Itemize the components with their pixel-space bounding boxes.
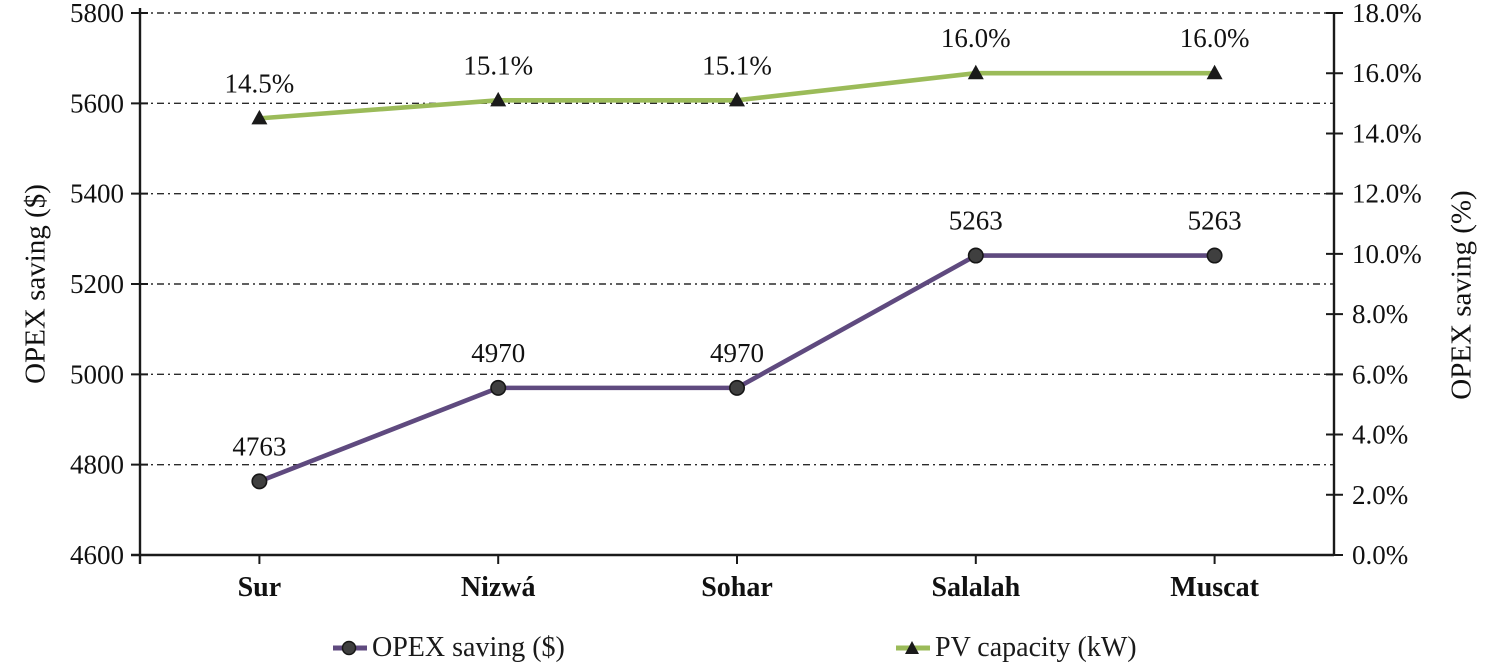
circle-marker-icon bbox=[490, 379, 507, 396]
left-axis-tick-label: 5200 bbox=[70, 269, 124, 299]
legend-item-pv-capacity: PV capacity (kW) bbox=[895, 632, 1137, 663]
right-axis-tick-label: 8.0% bbox=[1352, 299, 1408, 329]
left-axis-tick-label: 5400 bbox=[70, 179, 124, 209]
data-label: 15.1% bbox=[702, 50, 772, 80]
triangle-marker-icon bbox=[251, 109, 268, 125]
right-axis-tick-label: 16.0% bbox=[1352, 58, 1422, 88]
data-label: 15.1% bbox=[463, 50, 533, 80]
series-line bbox=[258, 253, 1215, 484]
legend-item-opex-saving: OPEX saving ($) bbox=[332, 632, 565, 663]
data-label: 14.5% bbox=[225, 68, 295, 98]
right-axis-tick-label: 0.0% bbox=[1352, 540, 1408, 570]
category-label: Sohar bbox=[701, 572, 773, 603]
right-axis-tick-label: 18.0% bbox=[1352, 0, 1422, 28]
right-axis-tick-label: 14.0% bbox=[1352, 118, 1422, 148]
category-label: Muscat bbox=[1170, 572, 1259, 603]
triangle-marker-icon bbox=[490, 91, 507, 107]
right-axis-tick-label: 12.0% bbox=[1352, 179, 1422, 209]
left-axis-tick-label: 4800 bbox=[70, 450, 124, 480]
legend-label-pv-capacity: PV capacity (kW) bbox=[935, 632, 1137, 663]
data-label: 5263 bbox=[949, 206, 1003, 236]
right-axis-tick-label: 10.0% bbox=[1352, 239, 1422, 269]
right-axis-tick-label: 2.0% bbox=[1352, 480, 1408, 510]
category-label: Salalah bbox=[931, 572, 1020, 603]
circle-marker-icon bbox=[728, 379, 745, 396]
triangle-marker-icon bbox=[1206, 64, 1223, 80]
left-axis-tick-label: 5800 bbox=[70, 0, 124, 28]
left-axis-title: OPEX saving ($) bbox=[19, 184, 52, 384]
right-axis-tick-label: 6.0% bbox=[1352, 359, 1408, 389]
data-label: 4763 bbox=[232, 431, 286, 461]
data-label: 4970 bbox=[710, 338, 764, 368]
left-axis-tick-label: 4600 bbox=[70, 540, 124, 570]
legend-label-opex-saving: OPEX saving ($) bbox=[372, 632, 565, 663]
triangle-marker-icon bbox=[967, 64, 984, 80]
data-label: 4970 bbox=[471, 338, 525, 368]
data-label: 16.0% bbox=[941, 23, 1011, 53]
circle-marker-icon bbox=[1206, 247, 1223, 264]
triangle-marker-icon bbox=[729, 91, 745, 107]
category-label: Sur bbox=[238, 572, 282, 603]
right-axis-title: OPEX saving (%) bbox=[1445, 190, 1478, 400]
line-circle-marker-icon bbox=[333, 640, 367, 656]
left-axis-tick-label: 5600 bbox=[70, 88, 124, 118]
category-label: Nizwá bbox=[461, 572, 536, 603]
data-label: 16.0% bbox=[1180, 23, 1250, 53]
right-axis-tick-label: 4.0% bbox=[1352, 420, 1408, 450]
data-label: 5263 bbox=[1188, 206, 1242, 236]
left-axis-tick-label: 5000 bbox=[70, 359, 124, 389]
line-triangle-marker-icon bbox=[896, 641, 930, 654]
circle-marker-icon bbox=[251, 473, 268, 490]
circle-marker-icon bbox=[967, 247, 984, 264]
